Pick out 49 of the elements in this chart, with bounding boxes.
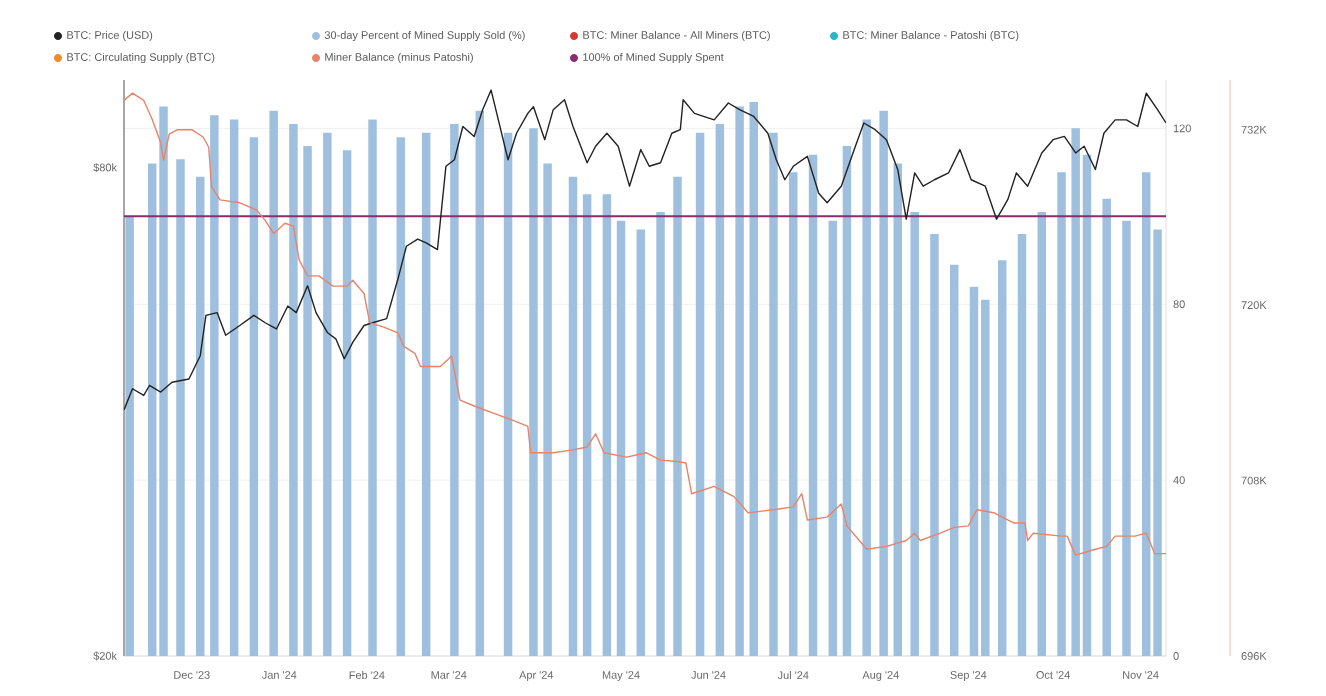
bar [769,132,778,656]
bar [715,123,725,656]
bar [289,123,298,656]
bar [656,211,665,656]
bar [196,176,205,656]
line-series [124,89,1167,411]
bar [828,220,838,656]
bar [749,101,758,656]
bar [529,128,538,656]
bar [616,220,626,656]
bar [636,229,646,656]
bar [368,119,377,656]
bar [997,260,1007,656]
bar [695,132,705,656]
bar [808,154,818,656]
bar [910,211,919,656]
bar [1122,220,1131,656]
bar [176,159,185,656]
bar [879,110,888,656]
bar [893,163,902,656]
bar [210,115,219,656]
bar [421,132,431,656]
bar [602,194,612,656]
bar [949,264,959,656]
bar [1037,211,1046,656]
line-series [124,92,1167,556]
bar [543,163,552,656]
bar [1102,198,1111,656]
bar [323,132,332,656]
bar [249,137,259,656]
bar [503,132,513,656]
bar [229,119,239,656]
bar [673,176,682,656]
bar [450,123,459,656]
bar [269,110,278,656]
bar [862,119,871,656]
bar [125,216,134,656]
bar [582,194,592,656]
bar [342,150,352,656]
bar [1017,233,1027,656]
bar [1057,172,1066,656]
bar [568,176,578,656]
bar [735,106,744,656]
bar [475,110,485,656]
bar [303,145,312,656]
bar [842,145,852,656]
bar [789,172,798,656]
bar [930,233,939,656]
bar [396,137,405,656]
